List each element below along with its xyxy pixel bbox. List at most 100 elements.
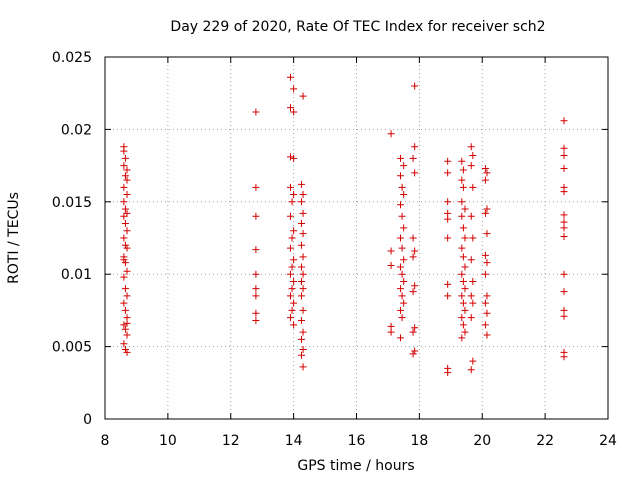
- data-point: [409, 328, 417, 336]
- data-point: [252, 212, 260, 220]
- data-point: [286, 153, 294, 161]
- data-point: [461, 263, 469, 271]
- data-point: [290, 191, 298, 199]
- data-point: [290, 321, 298, 329]
- data-point: [467, 314, 475, 322]
- data-point: [121, 345, 129, 353]
- data-point: [400, 277, 408, 285]
- data-point: [397, 201, 405, 209]
- data-point: [121, 325, 129, 333]
- data-point: [387, 247, 395, 255]
- data-point: [120, 183, 128, 191]
- data-point: [397, 306, 405, 314]
- data-point: [120, 198, 128, 206]
- data-point: [120, 299, 128, 307]
- data-point: [252, 270, 260, 278]
- data-point: [481, 299, 489, 307]
- data-point: [120, 212, 128, 220]
- data-point: [409, 253, 417, 261]
- data-point: [398, 183, 406, 191]
- data-point: [459, 253, 467, 261]
- data-point: [444, 157, 452, 165]
- data-point: [120, 143, 128, 151]
- data-point: [461, 306, 469, 314]
- data-point: [252, 108, 260, 116]
- data-point: [481, 209, 489, 217]
- data-point: [397, 285, 405, 293]
- data-point: [411, 324, 419, 332]
- data-point: [467, 292, 475, 300]
- data-point: [461, 234, 469, 242]
- data-point: [444, 234, 452, 242]
- data-point: [469, 299, 477, 307]
- data-point: [290, 108, 298, 116]
- data-point: [560, 164, 568, 172]
- data-point: [286, 183, 294, 191]
- x-tick-label: 8: [101, 433, 110, 449]
- data-point: [286, 212, 294, 220]
- data-point: [469, 277, 477, 285]
- data-point: [299, 345, 307, 353]
- data-point: [297, 351, 305, 359]
- data-point: [409, 350, 417, 358]
- data-point: [560, 211, 568, 219]
- data-point: [120, 340, 128, 348]
- data-point: [286, 292, 294, 300]
- data-point: [286, 314, 294, 322]
- data-point: [299, 253, 307, 261]
- data-point: [560, 288, 568, 296]
- data-point: [121, 172, 129, 180]
- data-points: [120, 73, 568, 377]
- data-point: [299, 306, 307, 314]
- data-point: [560, 233, 568, 241]
- data-point: [290, 154, 298, 162]
- data-point: [290, 227, 298, 235]
- data-point: [397, 172, 405, 180]
- data-point: [560, 151, 568, 159]
- data-point: [560, 312, 568, 320]
- x-tick-label: 12: [222, 433, 240, 449]
- data-point: [121, 205, 129, 213]
- y-tick-label: 0.02: [61, 122, 92, 138]
- data-point: [397, 263, 405, 271]
- data-point: [444, 169, 452, 177]
- data-point: [299, 230, 307, 238]
- data-point: [297, 292, 305, 300]
- data-point: [297, 198, 305, 206]
- data-point: [560, 224, 568, 232]
- data-point: [299, 92, 307, 100]
- x-tick-label: 22: [536, 433, 554, 449]
- data-point: [411, 143, 419, 151]
- data-point: [123, 319, 131, 327]
- data-point: [123, 348, 131, 356]
- data-point: [252, 246, 260, 254]
- data-point: [459, 321, 467, 329]
- y-tick-label: 0: [83, 412, 92, 428]
- data-point: [120, 273, 128, 281]
- data-point: [121, 259, 129, 267]
- data-point: [444, 369, 452, 377]
- data-point: [400, 224, 408, 232]
- data-point: [299, 285, 307, 293]
- data-point: [120, 162, 128, 170]
- data-point: [483, 205, 491, 213]
- data-point: [297, 241, 305, 249]
- data-point: [411, 247, 419, 255]
- data-point: [120, 321, 128, 329]
- data-point: [297, 220, 305, 228]
- data-point: [387, 328, 395, 336]
- data-point: [299, 209, 307, 217]
- data-point: [297, 277, 305, 285]
- data-point: [398, 270, 406, 278]
- x-axis: 8 10 12 14 16 18 20 22 24: [101, 57, 617, 449]
- data-point: [123, 292, 131, 300]
- data-point: [398, 212, 406, 220]
- data-point: [560, 144, 568, 152]
- data-point: [121, 241, 129, 249]
- data-point: [467, 162, 475, 170]
- data-point: [459, 277, 467, 285]
- data-point: [123, 209, 131, 217]
- data-point: [483, 309, 491, 317]
- data-point: [297, 317, 305, 325]
